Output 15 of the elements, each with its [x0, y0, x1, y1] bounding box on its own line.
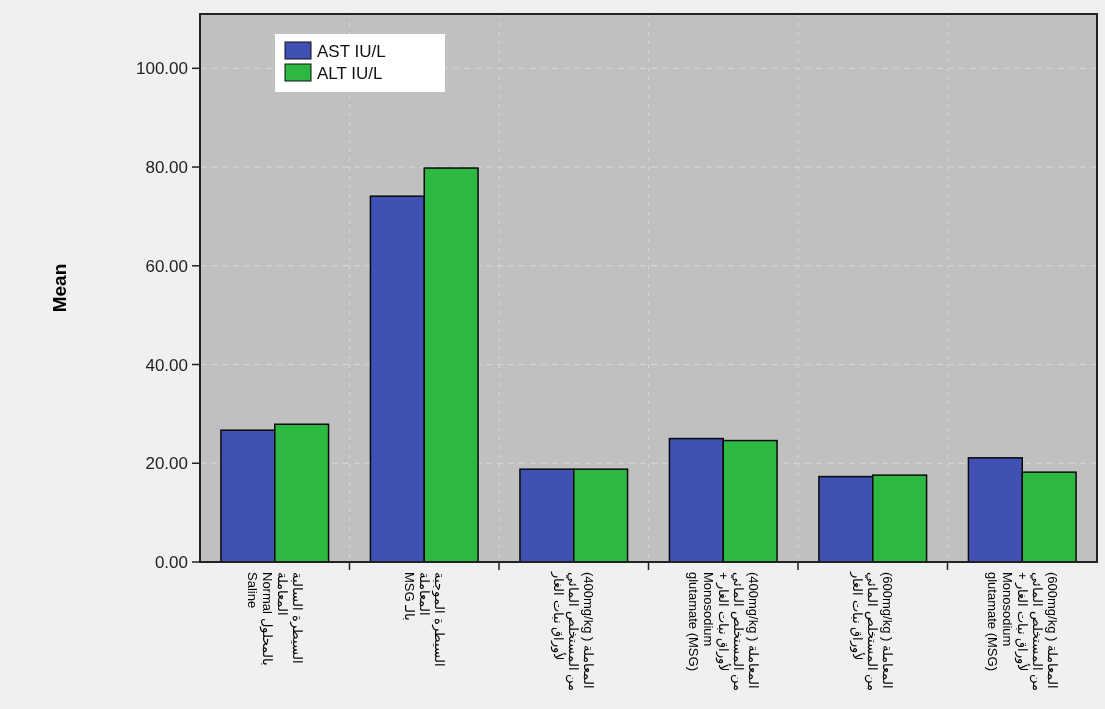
x-tick-label: السيطرة الموجبة المعاملة بالـ MSG [401, 572, 447, 669]
x-tick-label: المعاملة ( 600mg/kg) من المستخلص المائي لأوراق نبات الغار + Monosodium glutamate (MSG) [984, 572, 1060, 694]
y-tick-label: 20.00 [145, 454, 188, 474]
y-tick-label: 0.00 [154, 553, 188, 572]
y-tick-label: 100.00 [136, 59, 188, 79]
legend-label: AST IU/L [317, 42, 386, 61]
y-tick-label: 80.00 [145, 158, 188, 178]
x-tick-label: المعاملة ( 600mg/kg) من المستخلص المائي لأوراق نبات الغار [850, 572, 896, 694]
y-axis-title: Mean [49, 263, 70, 313]
x-tick-label: المعاملة ( 400mg/kg) من المستخلص المائي لأوراق نبات الغار + Monosodium glutamate (MSG) [685, 572, 761, 694]
x-tick-label: المعاملة ( 400mg/kg) من المستخلص المائي لأوراق نبات الغار [551, 572, 597, 694]
y-tick-label: 40.00 [145, 355, 188, 375]
legend-label: ALT IU/L [317, 64, 383, 83]
x-tick-label: السيطرة السالبة المعاملة بالمحلول Normal Saline [244, 572, 305, 668]
y-tick-label: 60.00 [145, 256, 188, 276]
